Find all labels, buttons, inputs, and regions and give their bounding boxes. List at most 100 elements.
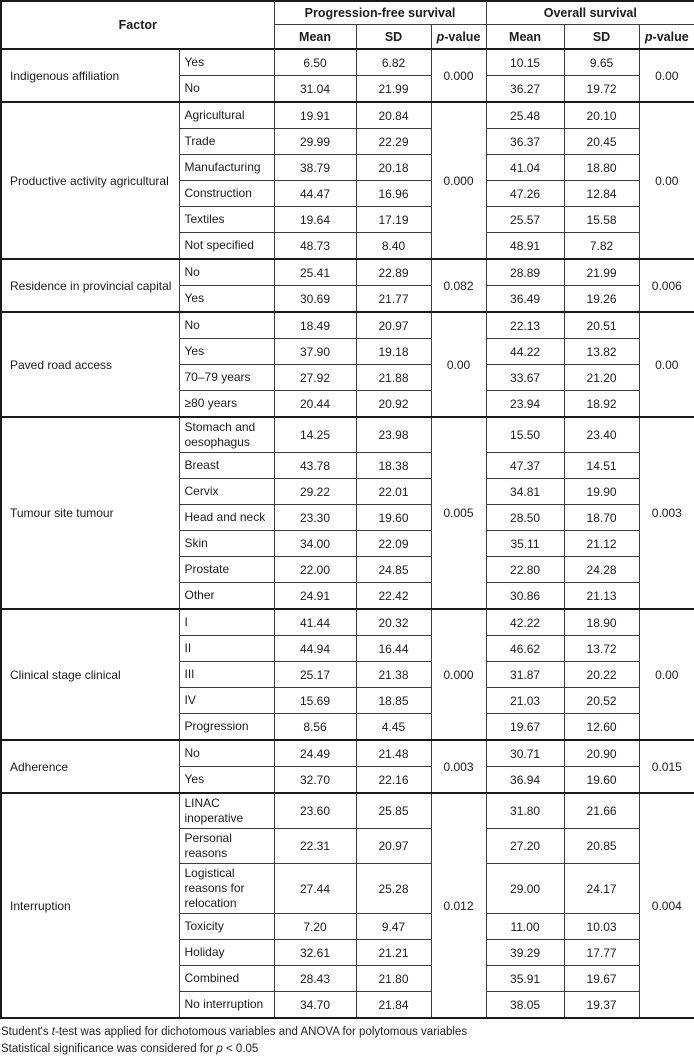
os-sd-cell: 18.70 [563, 504, 640, 531]
os-mean-cell: 41.04 [485, 154, 565, 181]
os-mean-cell: 47.37 [485, 452, 565, 479]
os-mean-cell: 44.22 [485, 338, 565, 365]
table-row: Yes 37.90 19.18 44.22 13.82 [1, 338, 694, 365]
os-sd-cell: 12.60 [563, 713, 640, 741]
pfs-sd-cell: 22.42 [355, 582, 432, 610]
p-symbol: p [644, 29, 653, 44]
level-cell: Prostate [178, 556, 275, 583]
table-row: Productive activity agricultural Agricult… [0, 101, 694, 260]
pfs-sd-cell: 21.21 [355, 939, 432, 966]
pfs-mean-cell: 22.31 [273, 828, 357, 864]
pfs-mean-cell: 22.00 [273, 556, 357, 583]
pfs-sd-cell: 22.09 [355, 530, 432, 557]
pfs-mean-cell: 44.94 [273, 635, 357, 662]
table-row: Personal reasons 22.31 20.97 27.20 20.85 [1, 828, 694, 864]
pfs-sd-cell: 21.99 [355, 75, 432, 103]
pfs-pvalue-cell: 0.00 [430, 311, 487, 418]
level-cell: III [178, 661, 275, 688]
os-mean-cell: 23.94 [485, 390, 565, 418]
pfs-mean-cell: 32.70 [273, 766, 357, 794]
os-mean-cell: 46.62 [485, 635, 565, 662]
pfs-sd-cell: 6.82 [355, 48, 432, 76]
level-cell: Progression [178, 713, 275, 741]
table-row: Textiles 19.64 17.19 25.57 15.58 [1, 206, 694, 233]
table-row: 70–79 years 27.92 21.88 33.67 21.20 [1, 364, 694, 391]
table-row: Paved road access No 18.49 20.97 0.00 22.13 20… [0, 311, 694, 418]
os-sd-cell: 19.67 [563, 965, 640, 992]
pfs-mean-cell: 7.20 [273, 913, 357, 940]
os-mean-cell: 39.29 [485, 939, 565, 966]
pfs-sd-cell: 20.92 [355, 390, 432, 418]
pfs-mean-cell: 8.56 [273, 713, 357, 741]
column-group-overall-survival: Overall survival [485, 0, 694, 25]
pfs-mean-cell: 44.47 [273, 180, 357, 207]
pfs-mean-cell: 37.90 [273, 338, 357, 365]
pfs-mean-cell: 23.30 [273, 504, 357, 531]
level-cell: Stomach and oesophagus [178, 416, 275, 453]
pfs-mean-cell: 48.73 [273, 232, 357, 260]
pfs-mean-cell: 34.70 [273, 991, 357, 1019]
table-row: Logistical reasons for relocation 27.44 25… [1, 863, 694, 914]
os-mean-cell: 34.81 [485, 478, 565, 505]
os-sd-cell: 10.03 [563, 913, 640, 940]
level-cell: Trade [178, 128, 275, 155]
table-row: Construction 44.47 16.96 47.26 12.84 [1, 180, 694, 207]
pfs-pvalue-cell: 0.000 [430, 48, 487, 103]
pfs-sd-cell: 19.18 [355, 338, 432, 365]
p-symbol: p [436, 29, 445, 44]
pfs-sd-cell: 21.80 [355, 965, 432, 992]
table-row: Interruption LINAC inoperative 23.60 25.85 0… [0, 792, 694, 1019]
os-mean-cell: 27.20 [485, 828, 565, 864]
level-cell: ≥80 years [178, 390, 275, 418]
level-cell: Combined [178, 965, 275, 992]
os-pvalue-cell: 0.003 [638, 416, 694, 610]
level-cell: I [178, 608, 275, 636]
os-mean-cell: 25.48 [485, 101, 565, 129]
level-cell: Construction [178, 180, 275, 207]
level-cell: Yes [178, 48, 275, 76]
level-cell: IV [178, 687, 275, 714]
os-mean-cell: 15.50 [485, 416, 565, 453]
os-sd-cell: 7.82 [563, 232, 640, 260]
os-sd-cell: 19.60 [563, 766, 640, 794]
footnotes: Student's t-test was applied for dichoto… [0, 1019, 694, 1057]
table-row: Other 24.91 22.42 30.86 21.13 [1, 582, 694, 610]
pfs-mean-cell: 14.25 [273, 416, 357, 453]
column-header-factor: Factor [0, 0, 275, 50]
table-body: Indigenous affiliation Yes 6.50 6.82 0.000 10… [0, 48, 694, 1019]
table-row: Not specified 48.73 8.40 48.91 7.82 [1, 232, 694, 260]
os-mean-cell: 29.00 [485, 863, 565, 914]
pfs-mean-cell: 18.49 [273, 311, 357, 339]
survival-statistics-table: Factor Progression-free survival Overall… [0, 0, 694, 1019]
table-row: III 25.17 21.38 31.87 20.22 [1, 661, 694, 688]
os-mean-cell: 36.27 [485, 75, 565, 103]
factor-cell: Residence in provincial capital [0, 258, 180, 313]
pfs-sd-cell: 20.18 [355, 154, 432, 181]
pfs-sd-cell: 16.44 [355, 635, 432, 662]
pfs-sd-cell: 25.28 [355, 863, 432, 914]
factor-cell: Tumour site tumour [0, 416, 180, 610]
pfs-mean-cell: 28.43 [273, 965, 357, 992]
factor-cell: Interruption [0, 792, 180, 1019]
os-pvalue-cell: 0.00 [638, 311, 694, 418]
factor-cell: Paved road access [0, 311, 180, 418]
os-sd-cell: 15.58 [563, 206, 640, 233]
table-row: Residence in provincial capital No 25.41 22… [0, 258, 694, 313]
level-cell: No [178, 75, 275, 103]
table-row: Adherence No 24.49 21.48 0.003 30.71 20.90 0.01… [0, 739, 694, 794]
os-sd-cell: 14.51 [563, 452, 640, 479]
pfs-mean-cell: 25.41 [273, 258, 357, 286]
pfs-sd-cell: 23.98 [355, 416, 432, 453]
os-mean-cell: 25.57 [485, 206, 565, 233]
factor-cell: Indigenous affiliation [0, 48, 180, 103]
os-sd-cell: 17.77 [563, 939, 640, 966]
os-sd-cell: 18.92 [563, 390, 640, 418]
level-cell: Yes [178, 338, 275, 365]
pfs-mean-cell: 19.91 [273, 101, 357, 129]
os-pvalue-cell: 0.015 [638, 739, 694, 794]
pfs-sd-cell: 21.38 [355, 661, 432, 688]
pfs-pvalue-cell: 0.000 [430, 608, 487, 741]
os-sd-cell: 24.17 [563, 863, 640, 914]
table-row: ≥80 years 20.44 20.92 23.94 18.92 [1, 390, 694, 418]
